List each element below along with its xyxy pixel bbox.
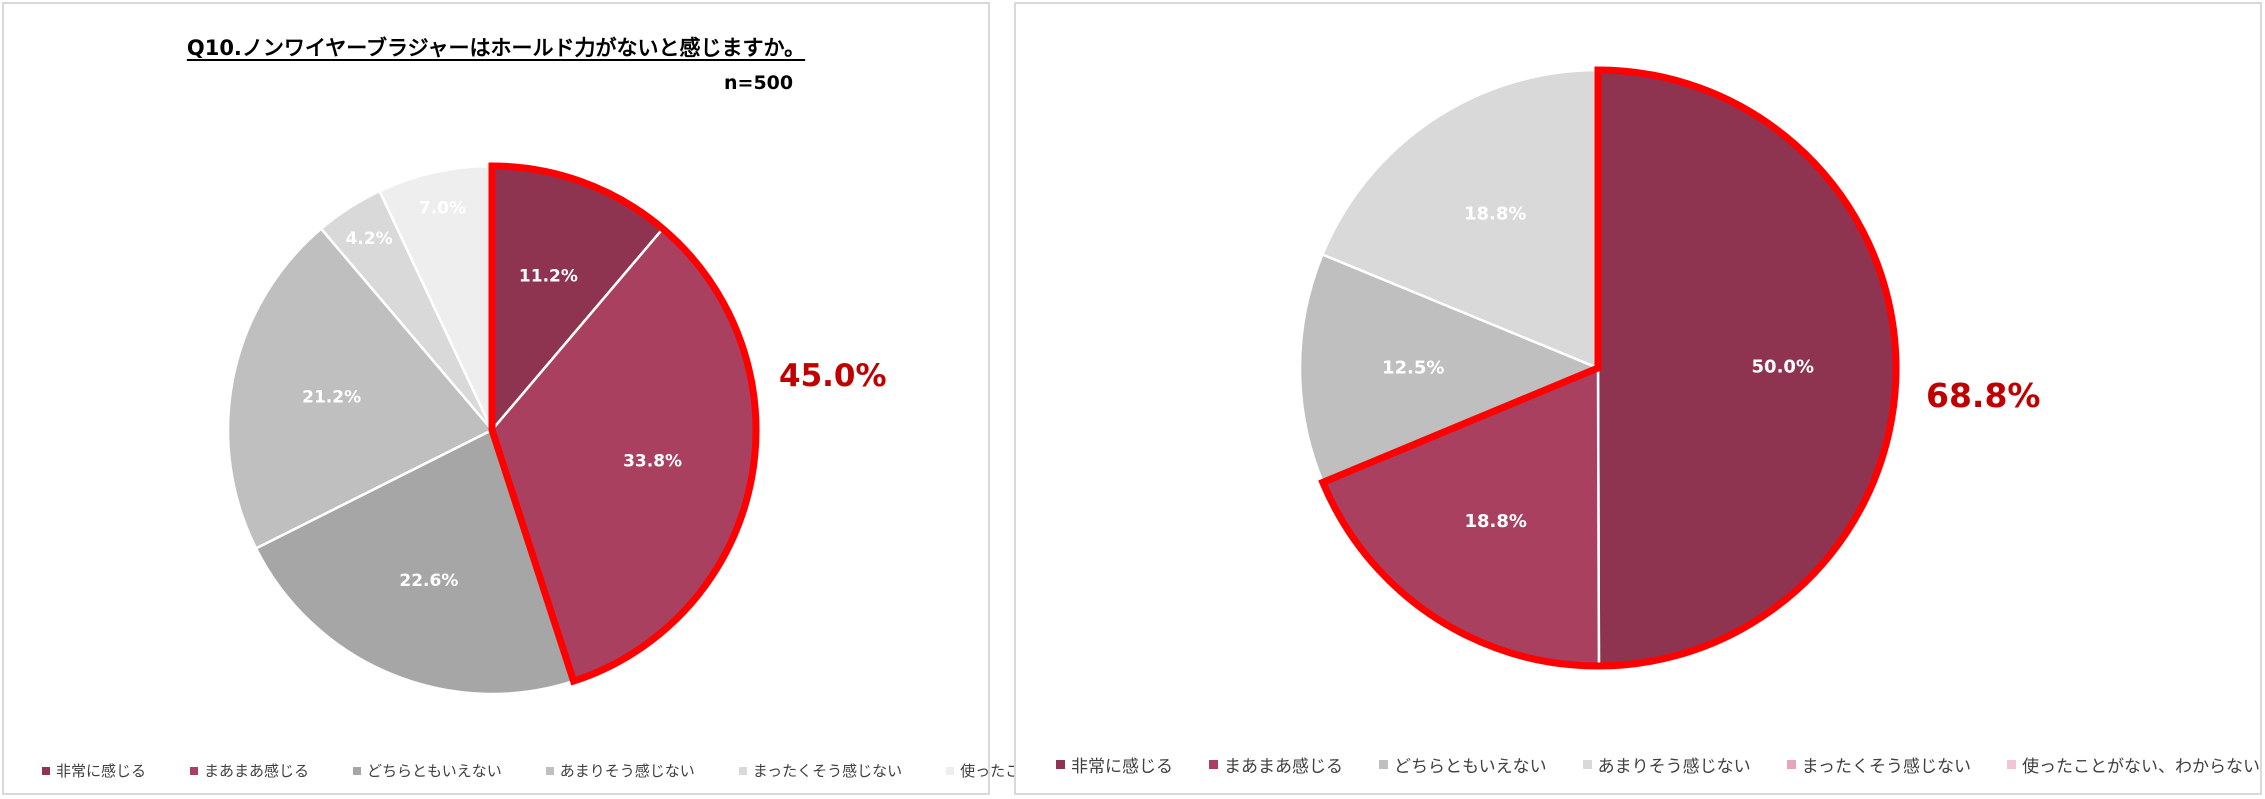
- chart-panel-right: 50.0% 18.8% 12.5% 18.8% 68.8% 非常に感じる まあまあ感じる…: [1014, 2, 2262, 795]
- pie-data-label: 21.2%: [302, 387, 361, 407]
- chart-title: Q10.ノンワイヤーブラジャーはホールド力がないと感じますか。: [186, 36, 806, 60]
- pie-slice: [226, 226, 494, 551]
- legend-swatch: [1209, 760, 1218, 769]
- legend-swatch: [190, 766, 199, 775]
- pie-chart-right: 50.0% 18.8% 12.5% 18.8%: [1298, 66, 1900, 670]
- legend-swatch: [545, 766, 554, 775]
- pie-data-label: 7.0%: [419, 198, 466, 218]
- legend-label: あまりそう感じない: [559, 762, 695, 780]
- legend-left: 非常に感じる まあまあ感じる どちらともいえない あまりそう感じない まったくそう感じな…: [42, 760, 1170, 781]
- pie-slice: [1320, 68, 1600, 370]
- legend-label: まったくそう感じない: [1801, 757, 1971, 777]
- pie-chart-left: 11.2% 33.8% 22.6% 21.2% 4.2% 7.0%: [226, 162, 760, 696]
- legend-swatch: [1056, 760, 1065, 769]
- legend-item: どちらともいえない: [1379, 752, 1547, 777]
- pie-data-label: 11.2%: [519, 266, 578, 286]
- pie-data-label: 12.5%: [1382, 357, 1444, 378]
- legend-right: 非常に感じる まあまあ感じる どちらともいえない あまりそう感じない まったくそう感じな…: [1056, 752, 2260, 777]
- legend-label: まったくそう感じない: [752, 762, 903, 780]
- legend-swatch: [353, 766, 362, 775]
- legend-item: 非常に感じる: [42, 760, 146, 781]
- pie-data-label: 50.0%: [1752, 357, 1814, 378]
- legend-label: 非常に感じる: [1071, 757, 1173, 777]
- legend-label: まあまあ感じる: [1224, 757, 1343, 777]
- legend-item: 使ったことがない、わからない: [2007, 752, 2260, 777]
- legend-swatch: [1379, 760, 1388, 769]
- highlight-total-label: 45.0%: [779, 358, 887, 394]
- legend-label: あまりそう感じない: [1597, 757, 1751, 777]
- pie-data-label: 18.8%: [1464, 203, 1526, 224]
- pie-slice: [254, 428, 576, 696]
- legend-label: どちらともいえない: [367, 762, 502, 780]
- sample-size-label: n=500: [724, 72, 794, 94]
- legend-item: まったくそう感じない: [738, 760, 903, 781]
- legend-item: どちらともいえない: [353, 760, 502, 781]
- pie-slice: [1298, 252, 1602, 484]
- highlight-outline: [488, 162, 760, 686]
- pie-slice: [1596, 68, 1898, 668]
- legend-label: 非常に感じる: [56, 762, 147, 780]
- legend-item: 非常に感じる: [1056, 752, 1173, 777]
- legend-swatch: [1582, 760, 1592, 769]
- pie-data-label: 33.8%: [623, 452, 682, 472]
- legend-item: まあまあ感じる: [1209, 752, 1343, 777]
- legend-label: どちらともいえない: [1394, 757, 1547, 777]
- legend-item: まあまあ感じる: [190, 760, 309, 781]
- legend-swatch: [1786, 760, 1796, 769]
- highlight-total-label: 68.8%: [1926, 376, 2041, 415]
- legend-label: 使ったことがない、わからない: [2022, 757, 2260, 777]
- legend-item: あまりそう感じない: [1582, 752, 1751, 777]
- highlight-outline: [1318, 66, 1900, 670]
- legend-item: まったくそう感じない: [1786, 752, 1971, 777]
- chart-panel-left: Q10.ノンワイヤーブラジャーはホールド力がないと感じますか。 n=500 11…: [2, 2, 1170, 795]
- legend-label: まあまあ感じる: [204, 762, 310, 780]
- legend-item: あまりそう感じない: [545, 760, 695, 781]
- pie-data-label: 18.8%: [1464, 511, 1526, 532]
- pie-data-label: 4.2%: [346, 229, 393, 249]
- legend-swatch: [42, 766, 50, 775]
- pie-data-label: 22.6%: [399, 571, 458, 591]
- legend-swatch: [738, 766, 747, 775]
- legend-swatch: [946, 766, 955, 775]
- legend-swatch: [2007, 760, 2016, 769]
